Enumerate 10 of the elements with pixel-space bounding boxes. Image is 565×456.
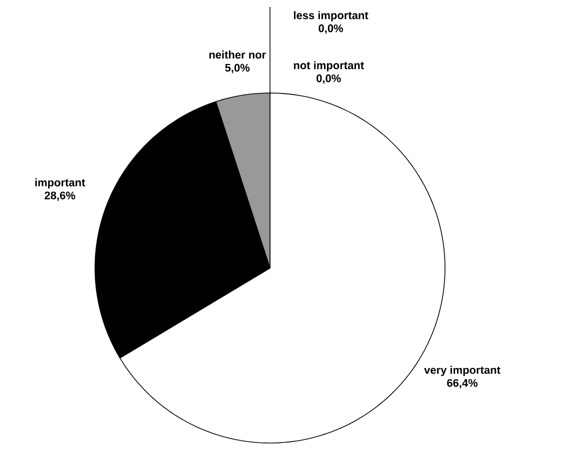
text: 0,0% <box>318 24 344 34</box>
data-label: 28,6% <box>44 192 76 201</box>
text: 0,0% <box>316 74 341 84</box>
category-label: not important <box>294 61 364 72</box>
data-label: 5,0% <box>225 64 250 74</box>
slice-label: neither nor <box>209 50 266 59</box>
slice-label: very important <box>424 366 500 376</box>
slice-label: important <box>35 178 86 189</box>
category-label: less important <box>294 11 368 22</box>
data-label: 66,4% <box>447 379 478 388</box>
